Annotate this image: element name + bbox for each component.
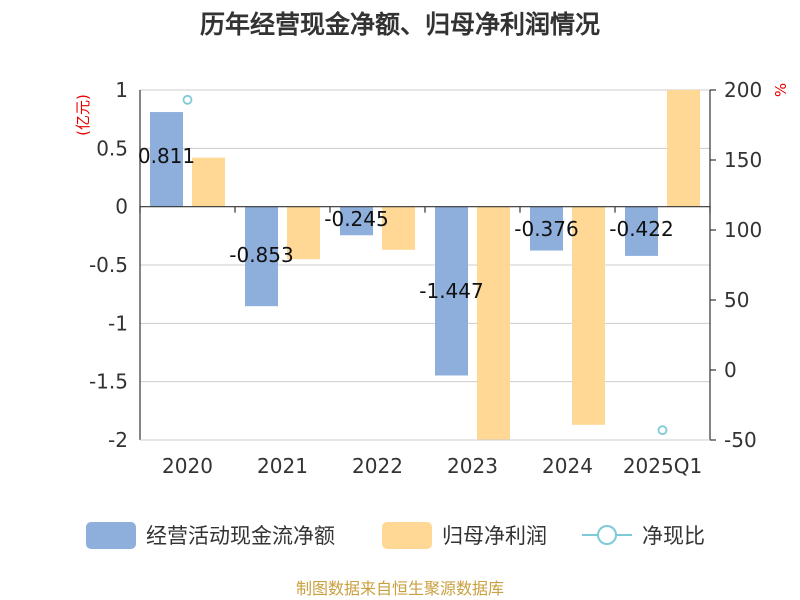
category-label: 2025Q1	[623, 454, 702, 478]
legend-marker	[597, 525, 617, 545]
cash-flow-bar	[245, 206, 278, 307]
grid-lines	[140, 89, 710, 441]
cash-flow-data-label: -0.245	[324, 207, 388, 231]
left-tick-label: 0	[115, 195, 128, 219]
left-tick-label: -1	[108, 311, 128, 335]
right-tick-label: 100	[724, 218, 762, 242]
cash-flow-data-label: -0.422	[609, 217, 673, 241]
left-tick-label: 1	[115, 78, 128, 102]
net-profit-bar	[287, 206, 320, 260]
data-labels: 0.811 -0.853 -0.245 -1.447 -0.376 -0.422	[138, 94, 674, 436]
cash-flow-bar	[625, 206, 658, 256]
cash-flow-data-label: -0.853	[229, 243, 293, 267]
category-label: 2021	[257, 454, 308, 478]
axes: 1 0.5 0 -0.5 -1 -1.5 -2 200 150 100 50 0 -50 2020 2021…	[89, 78, 762, 478]
net-profit-bar	[667, 90, 700, 207]
cash-flow-bar	[435, 206, 468, 376]
net-profit-bar	[572, 206, 605, 425]
legend-cash-flow: 经营活动现金流净额	[86, 522, 335, 549]
net-profit-bar	[382, 206, 415, 250]
left-tick-label: -1.5	[89, 370, 128, 394]
category-label: 2020	[162, 454, 213, 478]
legend-label: 净现比	[642, 524, 705, 548]
right-axis-unit: %	[772, 83, 790, 97]
chart-title: 历年经营现金净额、归母净利润情况	[200, 10, 600, 39]
cash-flow-bar	[340, 206, 373, 236]
net-profit-bar	[192, 157, 225, 207]
legend-swatch	[382, 522, 432, 549]
right-tick-label: -50	[724, 428, 757, 452]
right-tick-label: 0	[724, 358, 737, 382]
ratio-point	[657, 425, 668, 436]
category-label: 2023	[447, 454, 498, 478]
ratio-point	[182, 94, 193, 105]
category-label: 2022	[352, 454, 403, 478]
legend-label: 经营活动现金流净额	[146, 524, 335, 548]
legend: 经营活动现金流净额 归母净利润 净现比	[86, 522, 705, 549]
cash-flow-data-label: -1.447	[419, 279, 483, 303]
legend-net-profit: 归母净利润	[382, 522, 547, 549]
left-tick-label: 0.5	[96, 136, 128, 160]
legend-cash-ratio: 净现比	[582, 524, 705, 548]
right-tick-label: 50	[724, 288, 749, 312]
left-tick-label: -0.5	[89, 253, 128, 277]
cash-flow-data-label: -0.376	[514, 217, 578, 241]
bars	[150, 90, 700, 440]
cash-flow-data-label: 0.811	[138, 144, 195, 168]
net-profit-bar	[477, 206, 510, 440]
legend-label: 归母净利润	[442, 524, 547, 548]
right-tick-label: 150	[724, 148, 762, 172]
data-source-note: 制图数据来自恒生聚源数据库	[296, 579, 504, 598]
cash-flow-bar	[530, 206, 563, 251]
left-axis-unit: (亿元)	[74, 94, 92, 136]
right-tick-label: 200	[724, 78, 762, 102]
legend-swatch	[86, 522, 136, 549]
category-label: 2024	[542, 454, 593, 478]
left-tick-label: -2	[108, 428, 128, 452]
cash-flow-bar	[150, 112, 183, 207]
